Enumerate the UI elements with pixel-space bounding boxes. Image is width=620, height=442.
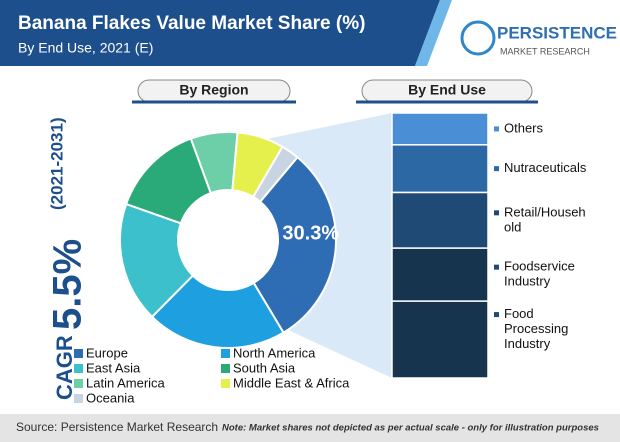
category-label: Industry (504, 274, 551, 289)
cagr-period: (2021-2031) (47, 117, 66, 210)
logo-mark (460, 20, 496, 56)
legend-swatch (221, 364, 230, 373)
footer-source: Source: Persistence Market Research (16, 420, 218, 434)
footer-bar (0, 414, 620, 442)
category-label: Food (504, 306, 534, 321)
label-marker (494, 126, 499, 132)
category-label: Processing (504, 321, 568, 336)
legend-swatch (221, 349, 230, 358)
label-marker (494, 312, 499, 318)
banner-accent (415, 0, 452, 66)
legend-label: South Asia (233, 360, 296, 375)
legend-label: Oceania (86, 390, 135, 405)
legend-label: Latin America (86, 375, 166, 390)
donut-slice (150, 274, 285, 349)
legend-label: East Asia (86, 360, 141, 375)
logo-name: PERSISTENCE (497, 23, 617, 42)
donut-hole (179, 191, 277, 289)
legend-swatch (74, 349, 83, 358)
label-marker (494, 166, 499, 172)
panel-title: By End Use (408, 82, 486, 98)
bar-segment (391, 144, 489, 194)
legend-swatch (74, 379, 83, 388)
cagr-value: 5.5% (46, 239, 90, 330)
donut-slice (252, 155, 337, 335)
legend-label: Europe (86, 345, 128, 360)
subtitle: By End Use, 2021 (E) (18, 40, 153, 56)
category-label: Nutraceuticals (504, 160, 587, 175)
value-label: 30.3% (282, 222, 339, 244)
cagr-label: CAGR (52, 335, 77, 400)
label-marker (494, 210, 499, 216)
title: Banana Flakes Value Market Share (%) (18, 13, 365, 34)
category-label: Others (504, 120, 544, 135)
legend-swatch (221, 379, 230, 388)
footer-note: Note: Market shares not depicted as per … (222, 423, 599, 434)
legend-label: Middle East & Africa (233, 375, 350, 390)
bar-segment (391, 112, 489, 146)
donut-slice (119, 202, 195, 319)
bar-segment (391, 191, 489, 249)
legend-swatch (74, 364, 83, 373)
bar-segment (391, 300, 489, 379)
banner (0, 0, 440, 66)
logo-tagline: MARKET RESEARCH (500, 46, 590, 56)
bar-segment (391, 247, 489, 302)
category-label: Industry (504, 336, 551, 351)
legend-label: North America (233, 345, 316, 360)
label-marker (494, 264, 499, 270)
category-label: Foodservice (504, 259, 575, 274)
legend-swatch (74, 394, 83, 403)
category-label: Retail/Househ (504, 204, 586, 219)
panel-title: By Region (179, 82, 248, 98)
category-label: old (504, 219, 521, 234)
donut-slice (251, 145, 299, 204)
